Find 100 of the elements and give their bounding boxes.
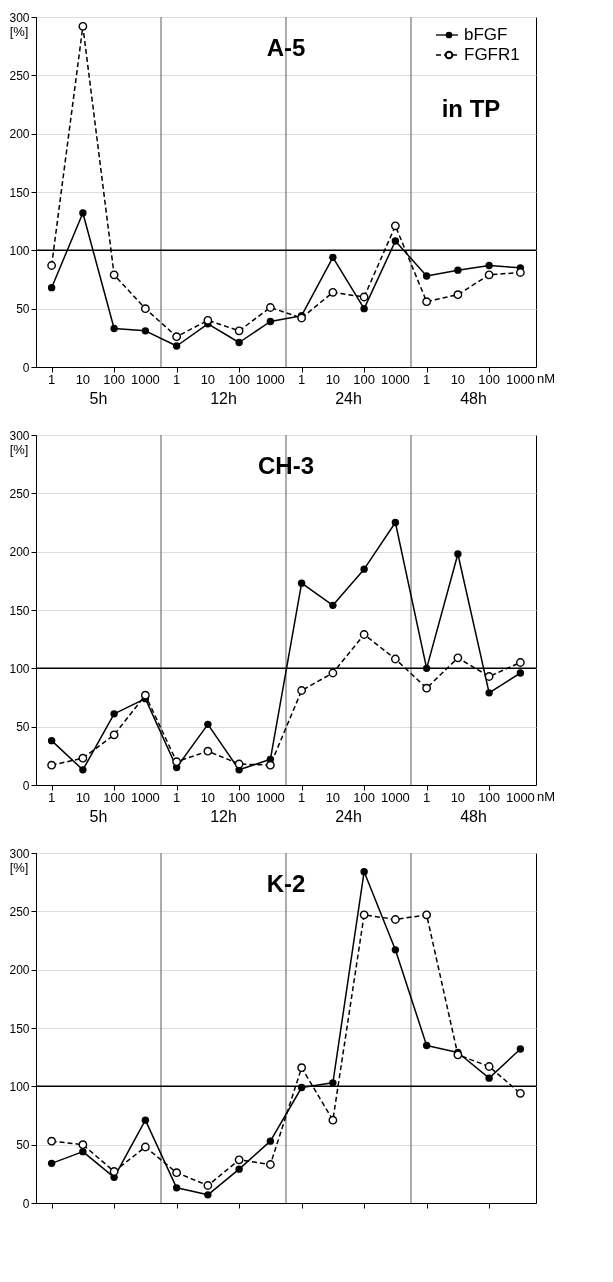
y-tick-label: 250: [9, 68, 30, 83]
point: [297, 579, 306, 587]
x-tick-label: 100: [478, 790, 500, 805]
legend-label: FGFR1: [464, 45, 520, 64]
point: [453, 653, 463, 663]
point: [360, 565, 368, 573]
x-tick-label: 10: [75, 790, 91, 805]
point: [297, 1063, 307, 1073]
text: 12h: [210, 808, 237, 825]
text: K-2: [266, 870, 306, 897]
text: 5h: [89, 390, 108, 407]
point: [329, 1079, 337, 1087]
point: [328, 1115, 338, 1125]
legend-label: bFGF: [464, 25, 508, 44]
y-axis-title: [%]: [9, 441, 29, 457]
point: [297, 1083, 306, 1092]
point: [484, 1062, 494, 1071]
y-tick-label: 100: [9, 243, 30, 258]
point: [47, 760, 57, 770]
x-tick-label: 1: [423, 790, 431, 805]
point: [78, 21, 88, 31]
point: [329, 253, 337, 262]
x-tick-label: 10: [200, 372, 216, 387]
point: [109, 1167, 119, 1176]
y-tick-label: 250: [9, 486, 30, 501]
text: nM: [537, 371, 556, 386]
point: [328, 668, 338, 678]
point: [235, 1165, 243, 1173]
point: [484, 270, 494, 280]
point: [140, 690, 150, 700]
point: [265, 760, 275, 770]
point: [422, 664, 431, 673]
point: [172, 1168, 182, 1178]
x-tick-label: 1: [298, 372, 306, 387]
point: [516, 669, 525, 677]
x-tick-label: 100: [228, 372, 250, 387]
point: [484, 672, 494, 681]
point: [140, 1142, 150, 1152]
point: [140, 304, 150, 314]
point: [390, 915, 400, 924]
x-tick-label: 100: [228, 790, 250, 805]
x-tick-label: 100: [353, 790, 375, 805]
y-tick-label: 50: [16, 720, 30, 735]
x-tick-label: 1: [173, 372, 181, 387]
point: [515, 1088, 525, 1098]
point: [109, 270, 119, 280]
x-tick-label: 1000: [505, 790, 535, 805]
text: 12h: [210, 390, 237, 407]
x-tick-label: 1000: [130, 790, 160, 805]
point: [359, 292, 369, 302]
point: [204, 1191, 212, 1199]
point: [390, 221, 400, 231]
y-tick-label: 0: [22, 1196, 30, 1211]
point: [265, 1160, 275, 1169]
point: [79, 766, 87, 774]
y-tick-label: 150: [9, 185, 30, 200]
point: [391, 237, 400, 245]
text: 48h: [460, 808, 487, 825]
y-tick-label: 300: [9, 10, 30, 25]
x-tick-label: 1: [48, 790, 56, 805]
point: [329, 601, 337, 610]
x-tick-label: 1: [423, 372, 431, 387]
point: [203, 1181, 213, 1190]
y-tick-label: 200: [9, 545, 30, 560]
point: [47, 283, 56, 292]
x-tick-label: 10: [75, 372, 91, 387]
y-tick-label: 100: [9, 1079, 30, 1094]
x-tick-label: 10: [450, 372, 466, 387]
y-tick-label: 100: [9, 661, 30, 676]
y-tick-label: 200: [9, 127, 30, 142]
point: [359, 910, 369, 920]
x-tick-label: 10: [450, 790, 466, 805]
y-tick-label: 150: [9, 603, 30, 618]
point: [422, 683, 432, 693]
point: [485, 689, 493, 697]
point: [360, 867, 368, 876]
text: 5h: [89, 808, 108, 825]
point: [203, 315, 213, 325]
point: [79, 1147, 87, 1156]
y-axis-title: [%]: [9, 859, 29, 875]
x-tick-label: 1000: [255, 372, 285, 387]
x-tick-label: 100: [478, 372, 500, 387]
annotation: in TP: [441, 95, 501, 122]
point: [265, 303, 275, 312]
text: CH-3: [257, 452, 315, 479]
point: [141, 1116, 150, 1124]
point: [110, 324, 118, 333]
y-tick-label: 200: [9, 963, 30, 978]
x-tick-label: 10: [200, 790, 216, 805]
point: [47, 736, 56, 745]
x-tick-label: 100: [353, 372, 375, 387]
point: [360, 304, 368, 313]
x-tick-label: 100: [103, 790, 125, 805]
text: 48h: [460, 390, 487, 407]
point: [422, 1041, 431, 1050]
point: [234, 326, 244, 336]
point: [110, 710, 118, 718]
point: [266, 1137, 275, 1145]
point: [234, 1155, 244, 1165]
point: [203, 746, 213, 756]
